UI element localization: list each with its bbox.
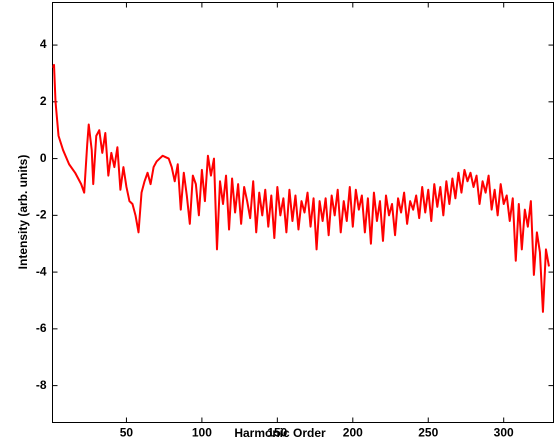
x-tick-label: 100 bbox=[192, 426, 212, 440]
data-line bbox=[52, 63, 550, 313]
y-tick-label: 2 bbox=[40, 94, 47, 108]
y-tick-label: -8 bbox=[36, 378, 47, 392]
x-tick-label: 300 bbox=[494, 426, 514, 440]
y-tick-label: -2 bbox=[36, 208, 47, 222]
plot-area bbox=[52, 2, 554, 423]
y-axis-label: Intensity (arb. units) bbox=[16, 155, 30, 270]
y-tick-label: 4 bbox=[40, 37, 47, 51]
y-tick-label: 0 bbox=[40, 151, 47, 165]
y-tick-label: -4 bbox=[36, 264, 47, 278]
x-tick-label: 200 bbox=[343, 426, 363, 440]
x-tick-label: 50 bbox=[120, 426, 134, 440]
x-axis-label: Harmonic Order bbox=[234, 426, 326, 440]
x-tick-label: 250 bbox=[418, 426, 438, 440]
y-tick-label: -6 bbox=[36, 321, 47, 335]
x-tick-label: 150 bbox=[267, 426, 287, 440]
